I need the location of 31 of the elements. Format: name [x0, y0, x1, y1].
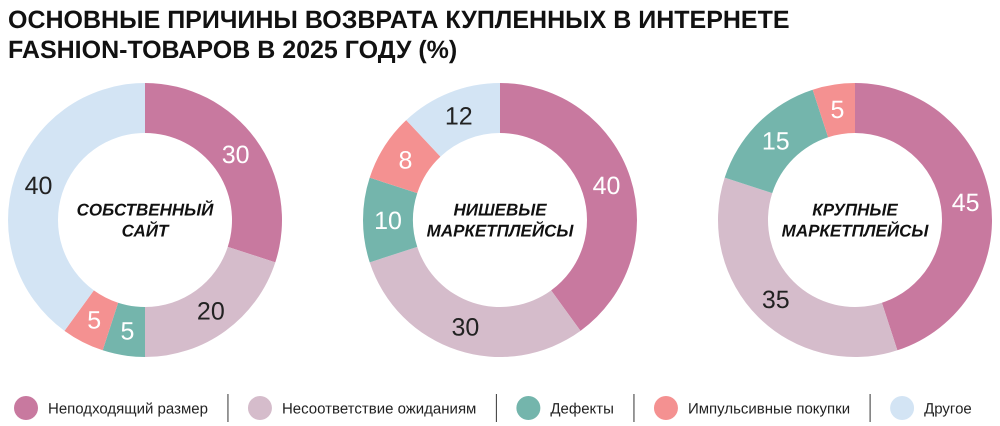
donut-slice — [102, 302, 145, 357]
data-label: 5 — [830, 96, 844, 124]
donut-slice — [145, 246, 276, 357]
data-label: 5 — [120, 317, 134, 346]
legend-label: Дефекты — [550, 400, 614, 418]
data-label: 20 — [196, 297, 225, 326]
donut-slice — [370, 246, 581, 357]
legend-label: Другое — [924, 400, 972, 418]
donut-slice — [363, 178, 418, 262]
text: НИШЕВЫЕ МАРКЕТПЛЕЙСЫ — [426, 200, 574, 240]
data-label: 10 — [374, 206, 402, 235]
data-label: 30 — [451, 313, 480, 342]
donut-slice — [724, 90, 828, 194]
legend-label: Импульсивные покупки — [688, 400, 850, 418]
chart-title: ОСНОВНЫЕ ПРИЧИНЫ ВОЗВРАТА КУПЛЕННЫХ В ИНТЕРНЕТЕ FASHION-ТОВАРОВ В 2025 ГОДУ (%) — [8, 6, 790, 64]
data-label: 35 — [762, 286, 790, 314]
data-label: 40 — [24, 172, 52, 200]
data-label: 12 — [444, 102, 473, 131]
data-label: 40 — [592, 172, 620, 200]
text: СОБСТВЕННЫЙ САЙТ — [76, 200, 214, 240]
data-label: 30 — [222, 140, 250, 169]
data-label: 8 — [398, 146, 412, 175]
donut-slice — [64, 290, 118, 350]
text: КРУПНЫЕ МАРКЕТПЛЕЙСЫ — [782, 200, 930, 240]
donut-slice — [370, 120, 440, 194]
donut-slice — [812, 83, 855, 138]
data-label: 45 — [952, 189, 980, 218]
data-label: 15 — [762, 128, 790, 156]
legend-label: Неподходящий размер — [48, 400, 208, 418]
legend-label: Несоответствие ожиданиям — [282, 400, 476, 418]
data-label: 5 — [87, 306, 102, 335]
